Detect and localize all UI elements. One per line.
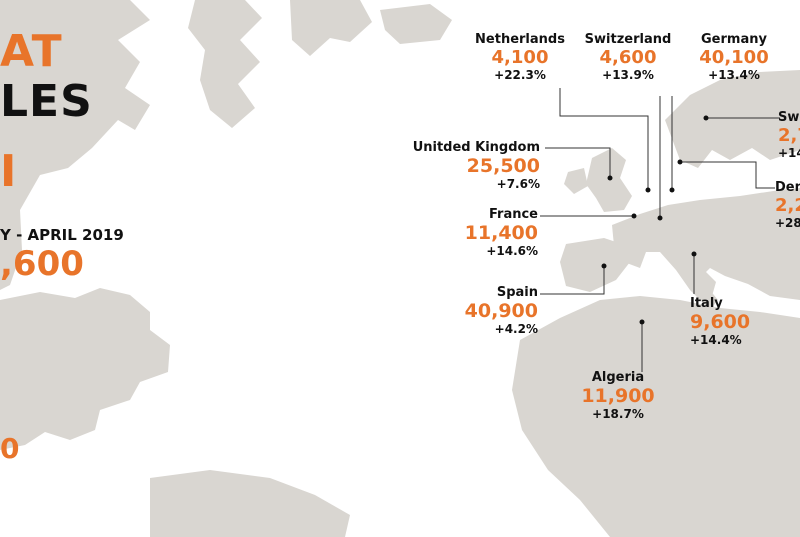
- country-name: Netherlands: [475, 32, 565, 47]
- country-name: France: [488, 207, 538, 222]
- leader-spain: [540, 266, 605, 295]
- country-name: Spain: [496, 285, 538, 300]
- leader-netherlands: [559, 88, 649, 190]
- country-value: 11,900: [581, 385, 655, 407]
- leader-denmark: [680, 161, 775, 189]
- country-spain: Spain 40,900 +4.2%: [440, 285, 538, 336]
- dot-germany: [669, 187, 675, 193]
- country-value: 2,2: [775, 195, 800, 216]
- country-value: 11,400: [464, 222, 538, 244]
- country-italy: Italy 9,600 +14.4%: [690, 296, 780, 347]
- country-change: +28: [775, 216, 800, 230]
- country-name: Germany: [701, 32, 767, 47]
- country-value: 40,900: [464, 300, 538, 322]
- headline-line-2: LES: [0, 76, 93, 127]
- country-change: +14: [778, 146, 800, 160]
- dot-netherlands: [645, 187, 651, 193]
- dot-spain: [601, 263, 607, 269]
- country-germany: Germany 40,100 +13.4%: [686, 32, 782, 82]
- dot-uk: [607, 175, 613, 181]
- country-change: +22.3%: [494, 68, 546, 82]
- country-value: 25,500: [466, 155, 540, 177]
- country-algeria: Algeria 11,900 +18.7%: [568, 370, 668, 421]
- land-africa: [512, 296, 800, 537]
- country-change: +14.4%: [690, 333, 742, 347]
- dot-italy: [691, 251, 697, 257]
- country-value: 9,600: [690, 311, 751, 333]
- headline-line-1: AT: [0, 26, 63, 77]
- land-north-america-body: [0, 288, 170, 450]
- dot-sweden: [703, 115, 709, 121]
- country-change: +14.6%: [486, 244, 538, 258]
- country-name: Italy: [690, 296, 723, 311]
- dot-denmark: [677, 159, 683, 165]
- country-value: 4,600: [599, 47, 657, 68]
- country-name: Unitded Kingdom: [412, 140, 540, 155]
- country-netherlands: Netherlands 4,100 +22.3%: [470, 32, 570, 82]
- land-iberia: [560, 238, 630, 292]
- leader-uk: [545, 147, 611, 178]
- period-label: Y - APRIL 2019: [0, 226, 124, 244]
- total-value: ,600: [0, 244, 84, 284]
- land-south-america: [150, 470, 350, 537]
- land-scandinavia: [665, 70, 800, 168]
- land-ireland: [564, 168, 588, 194]
- country-uk: Unitded Kingdom 25,500 +7.6%: [400, 140, 540, 191]
- land-greenland: [188, 0, 262, 128]
- country-name: Den: [775, 180, 800, 195]
- country-change: +13.4%: [708, 68, 760, 82]
- country-france: France 11,400 +14.6%: [440, 207, 538, 258]
- country-switzerland: Switzerland 4,600 +13.9%: [578, 32, 678, 82]
- land-north-america: [0, 0, 150, 290]
- country-name: Switzerland: [584, 32, 672, 47]
- country-denmark: Den 2,2 +28: [775, 180, 800, 230]
- country-change: +7.6%: [496, 177, 540, 191]
- dot-algeria: [639, 319, 645, 325]
- country-value: 40,100: [699, 47, 769, 68]
- land-iceland: [380, 4, 452, 44]
- country-value: 2,7: [778, 125, 800, 146]
- country-change: +4.2%: [494, 322, 538, 336]
- country-value: 4,100: [491, 47, 549, 68]
- country-change: +13.9%: [602, 68, 654, 82]
- country-name: Algeria: [591, 370, 645, 385]
- headline-line-3: I: [0, 146, 18, 197]
- country-name: Swe: [778, 110, 800, 125]
- dot-switzerland: [657, 215, 663, 221]
- lower-value: 0: [0, 432, 20, 465]
- dot-france: [631, 213, 637, 219]
- land-arctic-island: [290, 0, 372, 56]
- country-sweden: Swe 2,7 +14: [778, 110, 800, 160]
- country-change: +18.7%: [592, 407, 644, 421]
